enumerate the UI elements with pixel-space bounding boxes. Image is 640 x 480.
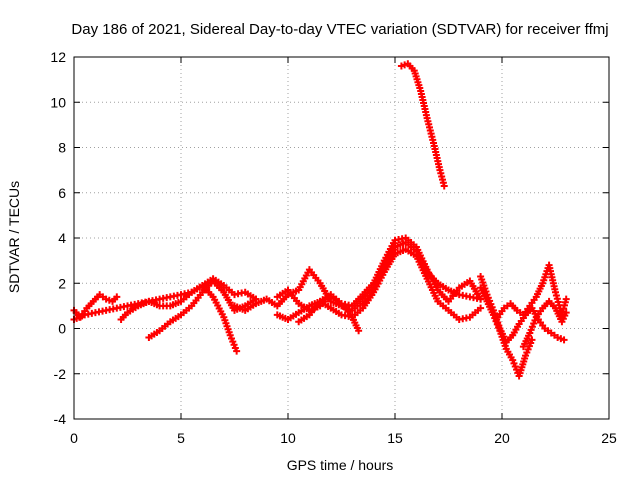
y-tick-label: 8 <box>58 140 66 156</box>
data-series <box>519 297 570 351</box>
x-tick-label: 25 <box>601 430 617 446</box>
data-point <box>233 347 241 355</box>
y-tick-label: 2 <box>58 275 66 291</box>
data-series <box>295 291 363 335</box>
data-series <box>273 245 485 323</box>
data-series <box>397 60 448 190</box>
x-axis-label: GPS time / hours <box>287 457 394 473</box>
x-tick-label: 0 <box>70 430 78 446</box>
x-tick-label: 20 <box>494 430 510 446</box>
data-point <box>560 336 568 344</box>
data-point <box>528 336 536 344</box>
axes: 0 5 10 15 20 25 -4 -2 0 2 4 6 8 10 12 <box>50 49 617 446</box>
chart-title: Day 186 of 2021, Sidereal Day-to-day VTE… <box>71 21 608 38</box>
data-series <box>477 284 536 380</box>
data-point <box>477 304 485 312</box>
x-tick-label: 15 <box>387 430 403 446</box>
x-tick-label: 10 <box>280 430 296 446</box>
data-point <box>113 293 121 301</box>
data-point <box>440 182 448 190</box>
x-tick-label: 5 <box>177 430 185 446</box>
y-axis-label: SDTVAR / TECUs <box>6 181 22 293</box>
y-tick-label: 6 <box>58 185 66 201</box>
y-tick-label: 10 <box>50 94 66 110</box>
data-point <box>562 295 570 303</box>
y-tick-label: -2 <box>54 366 67 382</box>
data-point <box>562 309 570 317</box>
y-tick-label: -4 <box>54 411 67 427</box>
data-point <box>355 327 363 335</box>
y-tick-label: 4 <box>58 230 66 246</box>
y-tick-label: 0 <box>58 321 66 337</box>
data-points <box>70 60 570 380</box>
data-series <box>494 261 570 321</box>
y-tick-label: 12 <box>50 49 66 65</box>
